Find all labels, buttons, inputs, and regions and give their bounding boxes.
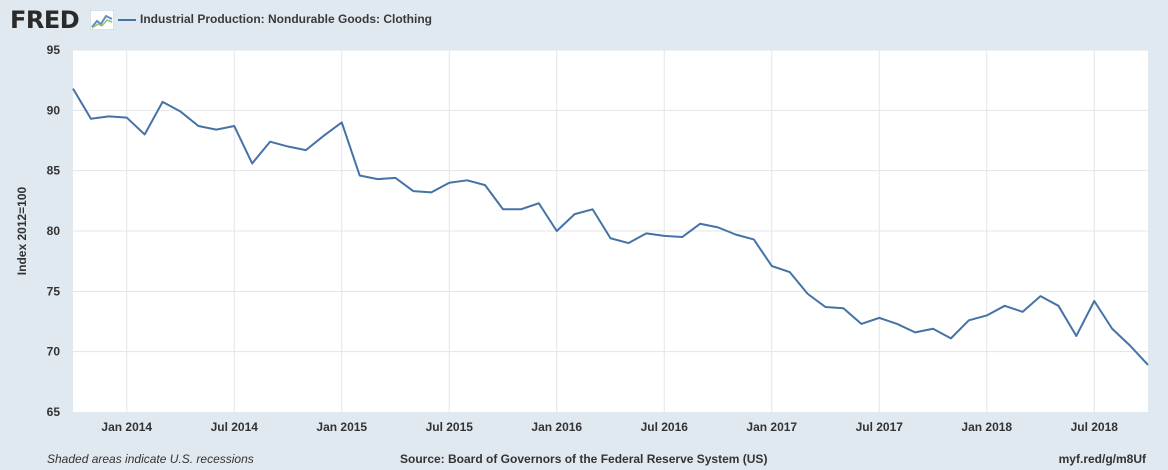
- grid-lines: [73, 49, 1148, 412]
- x-axis-ticks: Jan 2014 Jul 2014 Jan 2015 Jul 2015 Jan 2016…: [101, 420, 1118, 434]
- y-tick-label: 85: [47, 164, 61, 178]
- x-tick-label: Jul 2015: [426, 420, 474, 434]
- short-url-link[interactable]: myf.red/g/m8Uf: [1058, 452, 1146, 466]
- y-axis-ticks: 65 70 75 80 85 90 95: [47, 43, 61, 419]
- y-tick-label: 95: [47, 43, 61, 57]
- source-note: Source: Board of Governors of the Federa…: [400, 452, 768, 466]
- y-tick-label: 70: [47, 345, 61, 359]
- series-line[interactable]: [72, 88, 1149, 366]
- x-tick-label: Jul 2016: [641, 420, 689, 434]
- x-tick-label: Jul 2014: [211, 420, 259, 434]
- y-axis-title: Index 2012=100: [15, 186, 29, 275]
- legend-series-swatch: [118, 19, 136, 21]
- y-tick-label: 80: [47, 224, 61, 238]
- series-group: [72, 88, 1149, 366]
- chart-header: FRED Industrial Production: Nondurable G…: [0, 0, 1168, 40]
- x-tick-label: Jan 2015: [316, 420, 367, 434]
- x-tick-label: Jan 2014: [101, 420, 152, 434]
- legend-series-label[interactable]: Industrial Production: Nondurable Goods:…: [140, 12, 432, 26]
- fred-logo[interactable]: FRED: [10, 6, 80, 34]
- y-tick-label: 90: [47, 103, 61, 117]
- x-tick-label: Jul 2018: [1071, 420, 1119, 434]
- fred-logo-chart-icon: [90, 10, 114, 30]
- recession-note: Shaded areas indicate U.S. recessions: [47, 452, 254, 466]
- y-tick-label: 65: [47, 405, 61, 419]
- x-tick-label: Jan 2018: [961, 420, 1012, 434]
- x-tick-label: Jul 2017: [856, 420, 904, 434]
- x-tick-label: Jan 2016: [531, 420, 582, 434]
- y-tick-label: 75: [47, 284, 61, 298]
- x-tick-label: Jan 2017: [746, 420, 797, 434]
